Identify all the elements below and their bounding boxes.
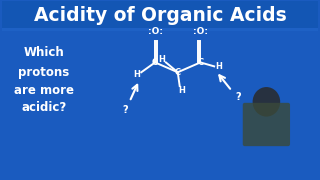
Text: are more: are more xyxy=(14,84,74,96)
Text: C: C xyxy=(197,58,204,67)
Text: :O:: :O: xyxy=(148,27,163,36)
Text: Acidity of Organic Acids: Acidity of Organic Acids xyxy=(34,6,286,25)
Text: H: H xyxy=(133,70,140,79)
Text: ?: ? xyxy=(235,92,241,102)
Text: H: H xyxy=(216,62,222,71)
Text: H: H xyxy=(178,86,185,95)
Text: Which: Which xyxy=(23,46,64,59)
Bar xyxy=(2,1,318,31)
Text: H: H xyxy=(158,55,165,64)
Text: protons: protons xyxy=(18,66,69,79)
FancyBboxPatch shape xyxy=(243,103,290,146)
Bar xyxy=(2,1,318,28)
Text: acidic?: acidic? xyxy=(21,101,66,114)
Text: :O:: :O: xyxy=(193,27,208,36)
Text: C: C xyxy=(152,58,158,67)
Ellipse shape xyxy=(252,87,280,117)
Text: C: C xyxy=(175,68,181,77)
Text: ?: ? xyxy=(123,105,128,115)
